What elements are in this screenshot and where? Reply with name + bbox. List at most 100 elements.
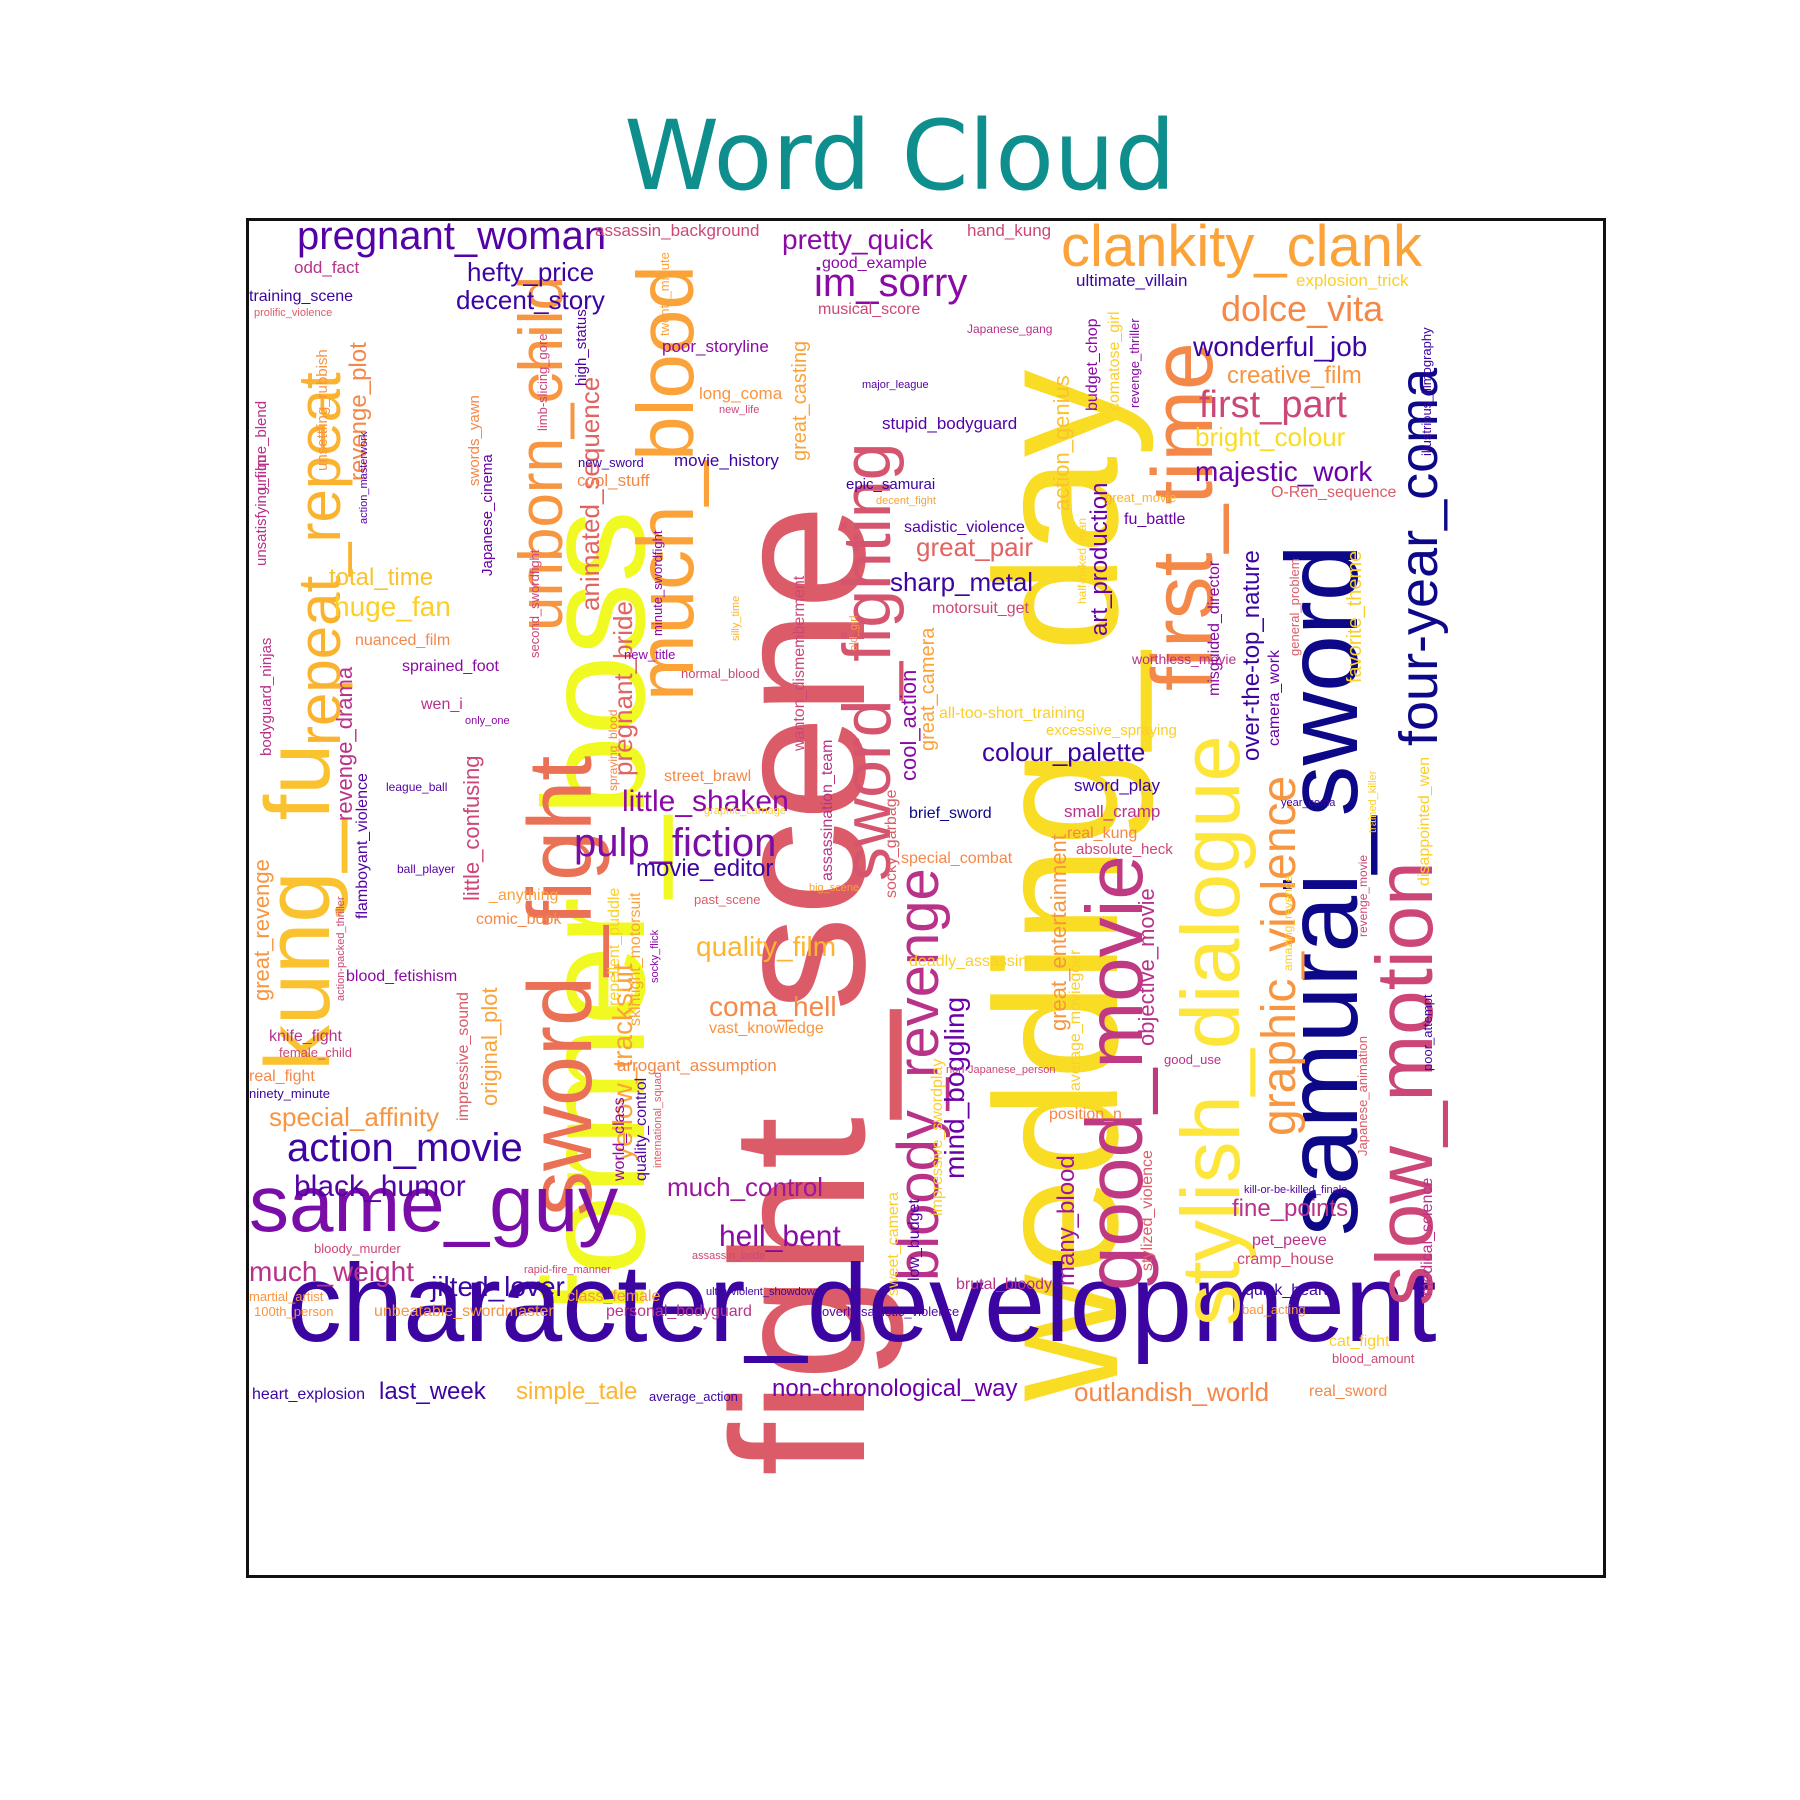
word-first-part: first_part — [1199, 384, 1347, 426]
word-majestic-work: majestic_work — [1195, 456, 1373, 487]
word-motorsuit-get: motorsuit_get — [932, 600, 1029, 617]
word-ultra-violent-showdown: ultra-violent_showdown — [706, 1286, 821, 1298]
word-deadly-assassin: deadly_assassin — [909, 953, 1027, 970]
word-fu-battle: fu_battle — [1124, 511, 1185, 528]
word-new-title: new_title — [624, 647, 675, 662]
word-revenge-thriller: revenge_thriller — [1127, 318, 1142, 408]
word-second-swordfight: second_swordfight — [527, 549, 542, 658]
word-low-budget: low_budget — [906, 1199, 923, 1281]
word-big-scene: big_scene — [809, 882, 859, 894]
word-wedding-day: wedding_day — [960, 369, 1155, 1402]
word-revenge-drama: revenge_drama — [332, 666, 357, 821]
word-camera-work: camera_work — [1266, 649, 1283, 746]
word-colour-palette: colour_palette — [982, 737, 1145, 767]
word-new-life: new_life — [719, 404, 759, 416]
word-stupid-bodyguard: stupid_bodyguard — [882, 414, 1017, 433]
word-worthless-movie: worthless_movie — [1131, 651, 1236, 667]
word-old-girl: old_girl — [848, 616, 860, 651]
word-comic-book: comic_book — [476, 911, 562, 928]
word-great-revenge: great_revenge — [249, 859, 274, 1001]
word-decent-fight: decent_fight — [876, 495, 936, 507]
word-past-scene: past_scene — [694, 892, 761, 907]
word-non-chronological-way: non-chronological_way — [772, 1375, 1017, 1402]
word-wanton-dismemberment: wanton_dismemberment — [791, 575, 808, 752]
word-bloody-revenge: bloody_revenge — [886, 868, 951, 1281]
word-hand-kung: hand_kung — [967, 221, 1051, 240]
word-hefty-price: hefty_price — [467, 257, 594, 287]
word-outlandish-world: outlandish_world — [1074, 1377, 1269, 1407]
word-pregnant-bride: pregnant_bride — [608, 601, 638, 776]
word-much-weight: much_weight — [249, 1256, 414, 1287]
word-league-ball: league_ball — [386, 780, 447, 794]
word-illustrious-filmography: illustrious_filmography — [1419, 327, 1434, 456]
word-musical-score: musical_score — [818, 301, 920, 318]
word-four-year-coma: four-year_coma — [1389, 367, 1449, 746]
word-repellent-puddle: repellent_puddle — [606, 888, 623, 1006]
word-twenty-minute: twenty_minute — [657, 252, 672, 336]
word-great-movie: great_movie — [1105, 490, 1177, 505]
word-assassination-team: assassination_team — [819, 740, 836, 881]
word-dolce-vita: dolce_vita — [1221, 288, 1384, 329]
word--anything: _anything — [488, 887, 558, 904]
word-action-genius: action_genius — [1049, 375, 1074, 511]
word-great-casting: great_casting — [789, 341, 811, 461]
word-cat-fight: cat_fight — [1329, 1333, 1390, 1350]
word-kung-fu: kung_fu — [249, 744, 349, 1071]
word-world-class: world_class — [611, 1097, 628, 1182]
word-revenge-movie: revenge_movie — [1356, 855, 1370, 937]
word-action-masterwork: action_masterwork — [358, 431, 370, 524]
word-excessive-spraying: excessive_spraying — [1046, 722, 1177, 739]
word-little-shaken: little_shaken — [622, 785, 789, 818]
chart-title: Word Cloud — [624, 100, 1176, 212]
word-poor-storyline: poor_storyline — [662, 337, 769, 356]
word-pulp-fiction: pulp_fiction — [574, 821, 776, 865]
word-im-sorry: im_sorry — [814, 261, 967, 305]
word-graphic-violence: graphic_violence — [1253, 776, 1306, 1136]
word-revenge-plot: revenge_plot — [345, 342, 372, 481]
word-mind-boggling: mind_boggling — [939, 997, 970, 1179]
word-impressive-sound: impressive_sound — [455, 992, 472, 1121]
word-much-blood: much_blood — [621, 265, 710, 701]
word-cloud: fight_scene wedding_day former_bosscharact… — [249, 221, 1449, 1476]
word-non-japanese-person: non-Japanese_person — [946, 1064, 1055, 1076]
word-skintight-motorsuit: skintight_motorsuit — [627, 892, 644, 1026]
word-medical-science: medical_science — [1419, 1178, 1436, 1296]
word-japanese-animation: Japanese_animation — [1355, 1036, 1370, 1156]
word-much-control: much_control — [667, 1172, 823, 1202]
word-japanese-cinema: Japanese_cinema — [479, 454, 496, 576]
word-street-brawl: street_brawl — [664, 768, 751, 785]
word-clankity-clank: clankity_clank — [1061, 221, 1423, 279]
word-repeat-repeat: repeat_repeat — [286, 372, 353, 746]
word-high-status: high_status — [573, 309, 590, 386]
word-bad-acting: bad_acting — [1242, 1302, 1306, 1317]
word-knife-fight: knife_fight — [269, 1028, 342, 1045]
word-average-moviegoer: average_moviegoer — [1067, 949, 1084, 1091]
word-assassin-bride: assassin_bride — [692, 1250, 765, 1262]
word-disappointed-wen: disappointed_wen — [1416, 757, 1433, 886]
word-ball-player: ball_player — [397, 862, 455, 876]
word-all-too-short-training: all-too-short_training — [939, 705, 1085, 722]
word-good-use: good_use — [1164, 1052, 1221, 1067]
word-real-kung: real_kung — [1067, 825, 1137, 842]
word-sword-play: sword_play — [1074, 776, 1160, 795]
word-special-affinity: special_affinity — [269, 1102, 439, 1132]
word-quality-film: quality_film — [696, 931, 836, 962]
word-normal-blood: normal_blood — [681, 666, 760, 681]
word-assassin-background: assassin_background — [595, 221, 759, 240]
word-last-week: last_week — [379, 1378, 487, 1405]
word-only-one: only_one — [465, 715, 510, 727]
word-epic-samurai: epic_samurai — [846, 476, 935, 493]
word-100th-person: 100th_person — [254, 1304, 334, 1319]
word-socky-flick: socky_flick — [649, 929, 661, 983]
word-general-problem: general_problem — [1287, 558, 1302, 656]
word-sharp-metal: sharp_metal — [890, 567, 1033, 597]
word-cool-stuff: cool_stuff — [577, 471, 650, 490]
word-socky-garbage: socky_garbage — [883, 789, 900, 898]
word-o-ren-sequence: O-Ren_sequence — [1271, 484, 1397, 501]
word-character-development: character_development — [287, 1242, 1437, 1365]
word-sweet-camera: sweet_camera — [885, 1192, 902, 1296]
word-flamboyant-violence: flamboyant_violence — [354, 773, 371, 919]
word-wen-i: wen_i — [420, 696, 463, 713]
word-huge-fan: huge_fan — [334, 591, 451, 622]
word-great-pair: great_pair — [916, 532, 1033, 562]
